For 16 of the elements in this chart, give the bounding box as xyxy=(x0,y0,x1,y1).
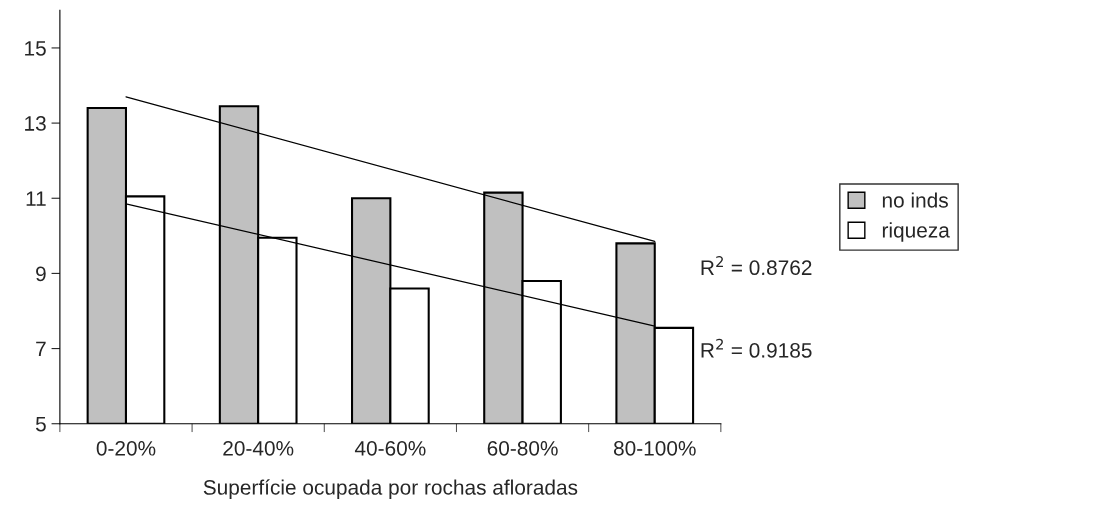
y-tick-label: 9 xyxy=(36,266,46,282)
legend-label: no inds xyxy=(882,192,948,208)
legend-label: riqueza xyxy=(882,222,950,242)
y-tick-label: 11 xyxy=(26,191,46,206)
x-tick-label: 0-20% xyxy=(96,440,156,456)
y-tick-label: 13 xyxy=(25,116,46,131)
x-tick-label: 40-60% xyxy=(354,440,426,456)
annotation: R$^{2}$ = 0.9185 xyxy=(701,338,812,358)
x-tick-label: 80-100% xyxy=(613,440,696,456)
annotation: R$^{2}$ = 0.8762 xyxy=(701,256,812,276)
y-tick-label: 5 xyxy=(35,416,46,432)
x-axis-title: Superfície ocupada por rochas afloradas xyxy=(203,479,578,499)
y-tick-label: 15 xyxy=(25,41,46,56)
y-tick-label: 7 xyxy=(36,341,46,357)
x-tick-label: 60-80% xyxy=(487,440,558,456)
x-tick-label: 20-40% xyxy=(223,440,294,456)
